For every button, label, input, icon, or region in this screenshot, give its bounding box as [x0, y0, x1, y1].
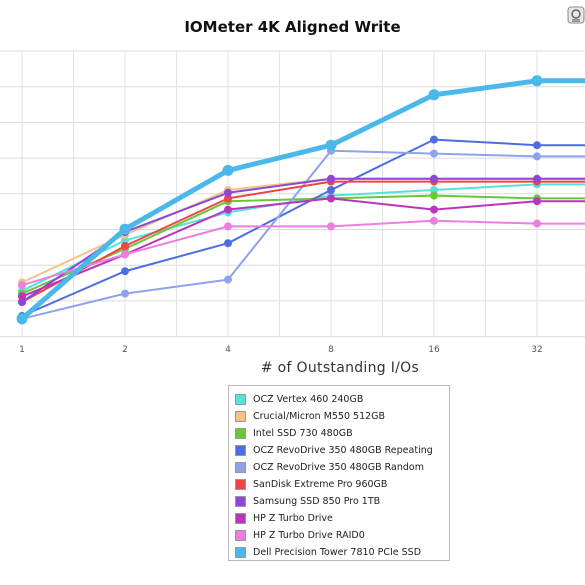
legend-label: OCZ Vertex 460 240GB [253, 394, 364, 405]
legend-swatch [235, 496, 246, 507]
data-point [224, 275, 232, 284]
series-8 [18, 216, 585, 290]
series-3 [18, 135, 585, 320]
data-point [224, 222, 232, 231]
data-point [121, 289, 129, 298]
data-point [430, 191, 438, 200]
data-point [224, 205, 232, 214]
data-point [430, 205, 438, 214]
data-point [119, 223, 131, 235]
legend-swatch [235, 513, 246, 524]
data-point [121, 242, 129, 250]
legend-swatch [235, 547, 246, 558]
data-point [224, 194, 232, 203]
data-point [533, 152, 541, 161]
series-line [21, 219, 585, 287]
data-point [18, 281, 26, 290]
legend-swatch [235, 462, 246, 473]
data-point [533, 174, 541, 183]
series-6 [18, 174, 585, 306]
x-tick-label: 4 [225, 345, 231, 355]
data-point [327, 186, 335, 194]
data-point [430, 174, 438, 183]
data-point [18, 292, 26, 301]
x-tick-label: 2 [122, 345, 128, 355]
legend-item: HP Z Turbo Drive [235, 510, 449, 527]
data-point [327, 222, 335, 231]
series-9 [16, 75, 585, 325]
legend-label: Samsung SSD 850 Pro 1TB [253, 496, 381, 507]
legend-swatch [235, 394, 246, 405]
corner-logo-icon [565, 4, 585, 26]
series-line [21, 177, 585, 284]
data-point [325, 139, 337, 151]
data-point [430, 149, 438, 158]
x-tick-labels: 1 2 4 8 16 32 [19, 345, 543, 355]
series-1 [18, 174, 585, 287]
x-tick-label: 16 [428, 345, 440, 355]
legend-label: HP Z Turbo Drive RAID0 [253, 530, 365, 541]
legend-label: HP Z Turbo Drive [253, 513, 333, 524]
legend-item: OCZ RevoDrive 350 480GB Repeating [235, 442, 449, 459]
data-point [224, 239, 232, 248]
x-axis-label: # of Outstanding I/Os [260, 360, 420, 376]
data-point [428, 89, 440, 101]
legend-item: Samsung SSD 850 Pro 1TB [235, 493, 449, 510]
data-point [430, 216, 438, 225]
legend-label: SanDisk Extreme Pro 960GB [253, 479, 388, 490]
legend-item: OCZ RevoDrive 350 480GB Random [235, 459, 449, 476]
legend-label: Intel SSD 730 480GB [253, 428, 353, 439]
legend-item: Dell Precision Tower 7810 PCIe SSD [235, 544, 449, 561]
legend-swatch [235, 530, 246, 541]
series-layer [16, 75, 585, 325]
legend-swatch [235, 445, 246, 456]
data-point [533, 219, 541, 228]
series-4 [18, 146, 585, 323]
x-tick-label: 1 [19, 345, 25, 355]
grid [0, 50, 585, 338]
chart-title: IOMeter 4K Aligned Write [184, 18, 401, 36]
data-point [16, 313, 28, 325]
data-point [531, 75, 543, 87]
legend-item: Intel SSD 730 480GB [235, 425, 449, 442]
legend-item: SanDisk Extreme Pro 960GB [235, 476, 449, 493]
data-point [430, 135, 438, 144]
data-point [121, 267, 129, 276]
series-line [21, 183, 585, 292]
data-point [18, 298, 26, 306]
legend-swatch [235, 411, 246, 422]
data-point [121, 236, 129, 245]
legend-item: OCZ Vertex 460 240GB [235, 391, 449, 408]
legend-label: Crucial/Micron M550 512GB [253, 411, 386, 422]
data-point [533, 141, 541, 150]
legend-label: OCZ RevoDrive 350 480GB Random [253, 462, 424, 473]
data-point [121, 250, 129, 259]
data-point [224, 188, 232, 197]
legend: OCZ Vertex 460 240GB Crucial/Micron M550 … [228, 385, 450, 561]
legend-label: Dell Precision Tower 7810 PCIe SSD [253, 547, 422, 558]
series-line [21, 138, 585, 317]
data-point [533, 197, 541, 206]
data-point [222, 164, 234, 176]
series-line [21, 149, 585, 320]
legend-item: Crucial/Micron M550 512GB [235, 408, 449, 425]
legend-label: OCZ RevoDrive 350 480GB Repeating [253, 445, 433, 456]
legend-swatch [235, 479, 246, 490]
data-point [430, 186, 438, 194]
legend-swatch [235, 428, 246, 439]
data-point [327, 194, 335, 203]
legend-item: HP Z Turbo Drive RAID0 [235, 527, 449, 544]
data-point [327, 174, 335, 183]
x-tick-label: 8 [328, 345, 334, 355]
x-tick-label: 32 [531, 345, 542, 355]
